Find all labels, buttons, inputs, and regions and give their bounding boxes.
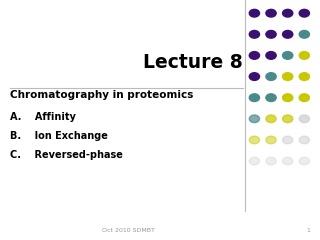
Circle shape <box>249 30 260 38</box>
Circle shape <box>283 52 293 59</box>
Circle shape <box>299 73 309 80</box>
Circle shape <box>249 9 260 17</box>
Circle shape <box>249 94 260 102</box>
Circle shape <box>266 73 276 80</box>
Circle shape <box>299 115 309 123</box>
Circle shape <box>283 115 293 123</box>
Circle shape <box>283 136 293 144</box>
Text: 1: 1 <box>307 228 310 233</box>
Circle shape <box>266 157 276 165</box>
Circle shape <box>266 52 276 59</box>
Circle shape <box>249 115 260 123</box>
Circle shape <box>266 115 276 123</box>
Circle shape <box>249 157 260 165</box>
Circle shape <box>299 30 309 38</box>
Circle shape <box>266 30 276 38</box>
Text: B.    Ion Exchange: B. Ion Exchange <box>10 131 108 141</box>
Circle shape <box>299 94 309 102</box>
Circle shape <box>266 9 276 17</box>
Circle shape <box>299 9 309 17</box>
Text: A.    Affinity: A. Affinity <box>10 112 76 122</box>
Circle shape <box>299 136 309 144</box>
Circle shape <box>266 94 276 102</box>
Circle shape <box>249 73 260 80</box>
Circle shape <box>283 73 293 80</box>
Circle shape <box>283 30 293 38</box>
Circle shape <box>266 136 276 144</box>
Text: Chromatography in proteomics: Chromatography in proteomics <box>10 90 193 100</box>
Circle shape <box>283 9 293 17</box>
Text: Oct 2010 SDMBT: Oct 2010 SDMBT <box>101 228 155 233</box>
Circle shape <box>299 157 309 165</box>
Circle shape <box>283 157 293 165</box>
Circle shape <box>299 52 309 59</box>
Circle shape <box>249 52 260 59</box>
Text: Lecture 8: Lecture 8 <box>143 53 243 72</box>
Circle shape <box>249 136 260 144</box>
Text: C.    Reversed-phase: C. Reversed-phase <box>10 150 123 160</box>
Circle shape <box>283 94 293 102</box>
